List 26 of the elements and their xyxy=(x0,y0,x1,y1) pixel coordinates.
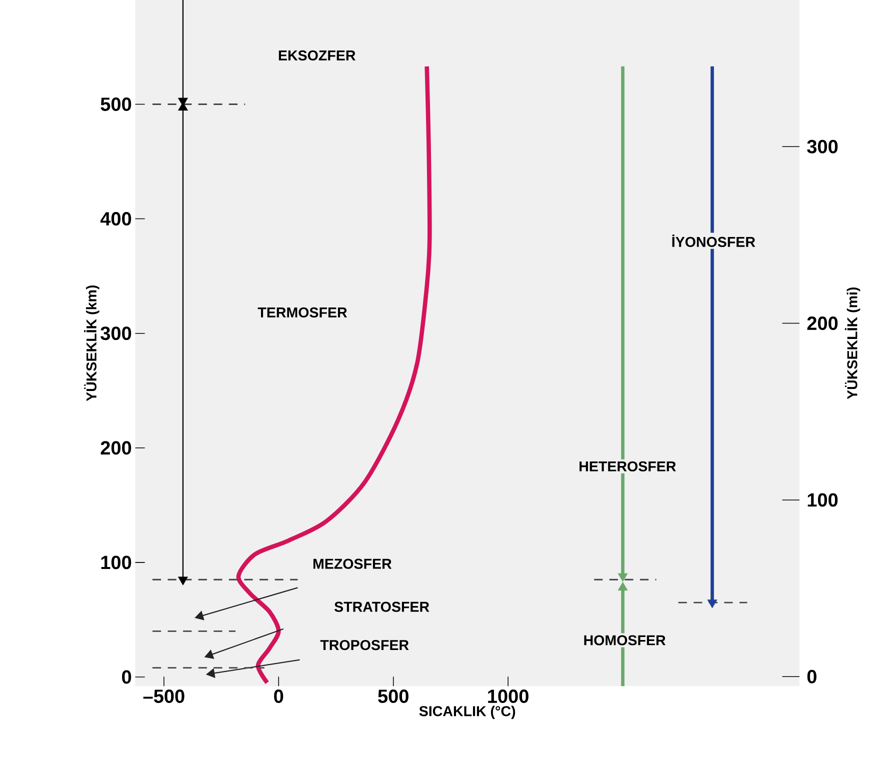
annotation: İYONOSFER xyxy=(672,234,756,247)
y2-tick-label: 300 xyxy=(807,140,838,154)
x-tick-label: 1000 xyxy=(488,689,528,703)
y2-tick-label: 0 xyxy=(807,670,816,684)
x-tick-label: 500 xyxy=(378,689,408,703)
x-axis-title: SICAKLIK (°C) xyxy=(419,706,516,719)
x-tick-label: 0 xyxy=(274,689,284,703)
y-axis-title: YÜKSEKLİK (km) xyxy=(84,285,100,402)
annotation: EKSOZFER xyxy=(278,50,356,60)
annotation: HOMOSFER xyxy=(584,635,666,646)
y-tick-label: 500 xyxy=(100,97,132,111)
y2-tick-label: 200 xyxy=(807,316,838,330)
annotation: MEZOSFER xyxy=(313,558,392,569)
y-tick-label: 400 xyxy=(100,212,132,226)
y-tick-label: 300 xyxy=(100,326,132,340)
line-series xyxy=(236,64,432,685)
y-tick-label: 200 xyxy=(100,441,132,455)
annotation: TERMOSFER xyxy=(258,307,348,318)
y-tick-label: 0 xyxy=(122,670,132,684)
y-tick-label: 100 xyxy=(101,556,132,570)
annotation: HETEROSFER xyxy=(580,461,676,472)
y2-axis-title: YÜKSEKLİK (mi) xyxy=(844,287,860,400)
y2-tick-label: 100 xyxy=(808,493,838,507)
annotation: TROPOSFER xyxy=(320,640,409,650)
annotation: STRATOSFER xyxy=(334,602,430,612)
x-tick-label: –500 xyxy=(143,689,184,703)
